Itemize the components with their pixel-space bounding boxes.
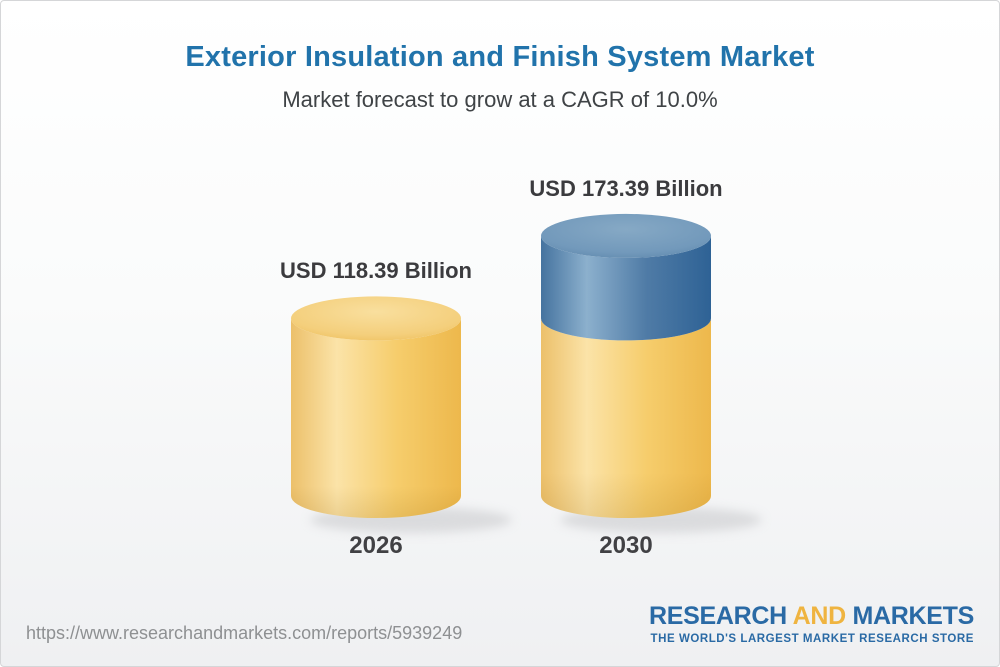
cylinder-top <box>541 213 711 258</box>
value-label-2030: USD 173.39 Billion <box>529 175 723 201</box>
logo-wordmark: RESEARCH AND MARKETS <box>648 602 974 631</box>
logo-word-research: RESEARCH <box>648 602 787 630</box>
page-subtitle: Market forecast to grow at a CAGR of 10.… <box>282 87 718 112</box>
value-label-2026: USD 118.39 Billion <box>280 258 472 284</box>
logo-word-markets: MARKETS <box>852 602 974 630</box>
page-title: Exterior Insulation and Finish System Ma… <box>185 41 815 73</box>
logo-word-and: AND <box>792 602 847 630</box>
category-label-2026: 2026 <box>349 532 403 559</box>
cylinder-top <box>291 296 461 341</box>
logo-tagline: THE WORLD'S LARGEST MARKET RESEARCH STOR… <box>650 632 974 645</box>
cylinder-2030 <box>541 213 762 533</box>
report-url-link[interactable]: https://www.researchandmarkets.com/repor… <box>26 623 463 643</box>
research-and-markets-logo: RESEARCH AND MARKETS THE WORLD'S LARGEST… <box>648 602 974 645</box>
cylinder-shade-overlay <box>291 318 461 518</box>
category-label-2030: 2030 <box>599 532 653 559</box>
cylinder-2026 <box>291 296 512 533</box>
cylinder-shade-overlay <box>541 235 711 519</box>
